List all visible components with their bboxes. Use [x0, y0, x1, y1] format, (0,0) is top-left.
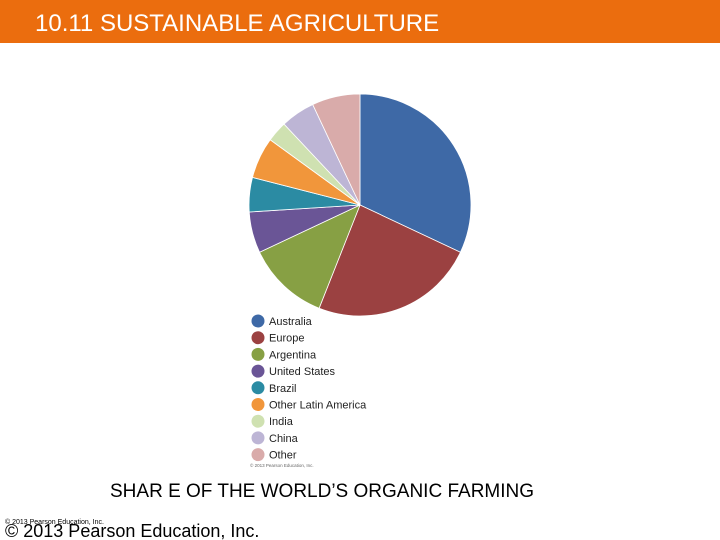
- legend-label: China: [269, 433, 299, 445]
- legend-swatch: [251, 381, 265, 395]
- legend-swatch: [251, 448, 265, 462]
- footer-small: © 2013 Pearson Education, Inc.: [5, 518, 104, 526]
- legend-label: Other: [269, 450, 297, 462]
- pie-slice: [312, 93, 361, 206]
- pie-slice: [359, 93, 472, 253]
- legend-label: India: [269, 416, 294, 428]
- legend-swatch: [251, 364, 265, 378]
- legend-swatch: [251, 314, 265, 328]
- pie-chart: Australia Europe Argentina United States Bra…: [248, 93, 472, 462]
- slide-title: 10.11 SUSTAINABLE AGRICULTURE: [35, 10, 439, 37]
- legend-swatch: [251, 414, 265, 428]
- legend-swatch: [251, 331, 265, 345]
- legend-swatch: [251, 347, 265, 361]
- legend-label: United States: [269, 366, 336, 378]
- legend-label: Argentina: [269, 349, 317, 361]
- pie-slice: [259, 204, 361, 309]
- header-bar: [0, 0, 720, 43]
- pie-slice: [318, 204, 461, 317]
- caption: SHAR E OF THE WORLD’S ORGANIC FARMING: [110, 481, 534, 502]
- legend-label: Brazil: [269, 383, 297, 395]
- legend-label: Australia: [269, 316, 313, 328]
- legend-swatch: [251, 398, 265, 411]
- footer: © 2013 Pearson Education, Inc.: [5, 521, 259, 540]
- figure-credit: © 2013 Pearson Education, Inc.: [250, 462, 314, 468]
- legend-label: Other Latin America: [269, 400, 367, 412]
- legend-label: Europe: [269, 333, 304, 345]
- legend-swatch: [251, 431, 265, 445]
